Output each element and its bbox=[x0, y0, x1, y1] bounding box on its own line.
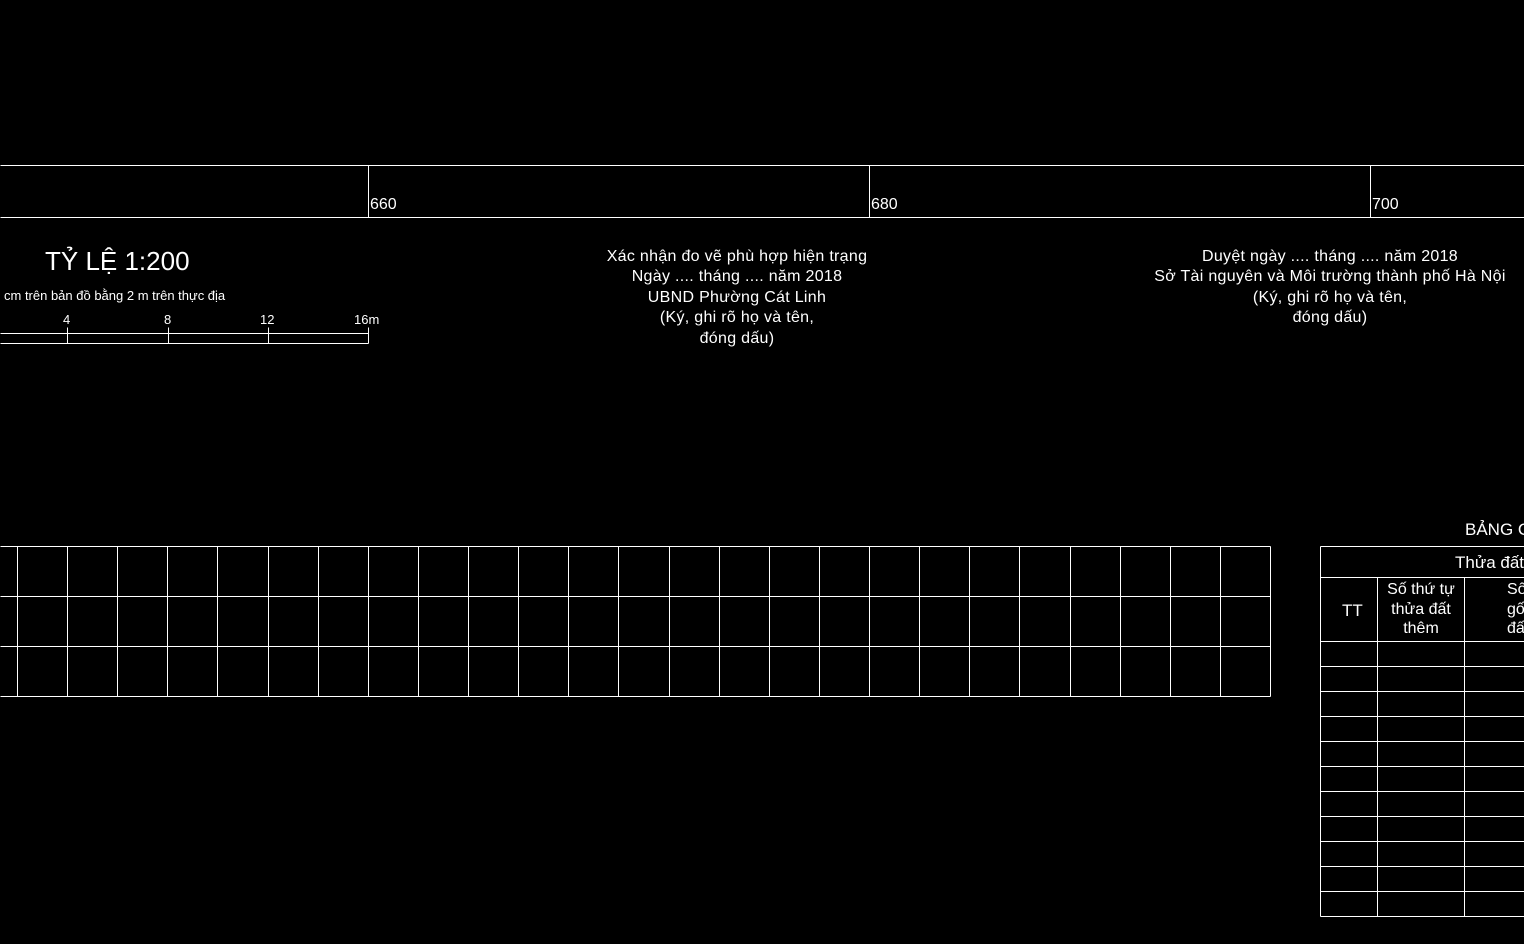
col-stt-header: Số thứ tự thửa đất thêm bbox=[1378, 580, 1464, 639]
scale-title: TỶ LỆ 1:200 bbox=[45, 246, 190, 276]
col-stt-line: thửa đất bbox=[1391, 600, 1451, 618]
scale-tick-label: 12 bbox=[260, 312, 275, 327]
col-so-header: Số gố đấ bbox=[1507, 580, 1524, 639]
approve-line: đóng dấu) bbox=[1292, 309, 1368, 327]
ruler-label: 660 bbox=[370, 196, 397, 213]
confirm-line: đóng dấu) bbox=[699, 329, 775, 347]
confirm-line: UBND Phường Cát Linh bbox=[647, 288, 827, 306]
ruler-label: 700 bbox=[1372, 196, 1399, 213]
table-title: BẢNG C bbox=[1465, 520, 1524, 539]
col-so-line: Số bbox=[1507, 581, 1524, 598]
scale-tick-label: 16m bbox=[354, 312, 380, 327]
approve-line: Sở Tài nguyên và Môi trường thành phố Hà… bbox=[1154, 268, 1506, 286]
scale-tick-label: 4 bbox=[63, 312, 71, 327]
approve-line: (Ký, ghi rõ họ và tên, bbox=[1252, 288, 1408, 306]
approve-line: Duyệt ngày .... tháng .... năm 2018 bbox=[1202, 248, 1458, 265]
col-tt-header: TT bbox=[1342, 601, 1363, 620]
confirm-line: (Ký, ghi rõ họ và tên, bbox=[659, 309, 815, 327]
col-stt-line: thêm bbox=[1403, 620, 1439, 637]
confirm-line: Ngày .... tháng .... năm 2018 bbox=[631, 268, 843, 286]
table-group-header: Thửa đất bbox=[1455, 553, 1524, 572]
scale-tick-label: 8 bbox=[164, 312, 172, 327]
scale-note: cm trên bản đồ bằng 2 m trên thực địa bbox=[4, 288, 226, 303]
col-stt-line: Số thứ tự bbox=[1387, 581, 1455, 598]
ruler-label: 680 bbox=[871, 196, 898, 213]
confirm-line: Xác nhận đo vẽ phù hợp hiện trạng bbox=[606, 248, 868, 265]
confirm-block: Xác nhận đo vẽ phù hợp hiện trạng Ngày .… bbox=[537, 247, 937, 349]
approve-block: Duyệt ngày .... tháng .... năm 2018 Sở T… bbox=[1130, 247, 1524, 329]
col-so-line: gố bbox=[1507, 600, 1524, 618]
col-so-line: đấ bbox=[1507, 620, 1524, 637]
